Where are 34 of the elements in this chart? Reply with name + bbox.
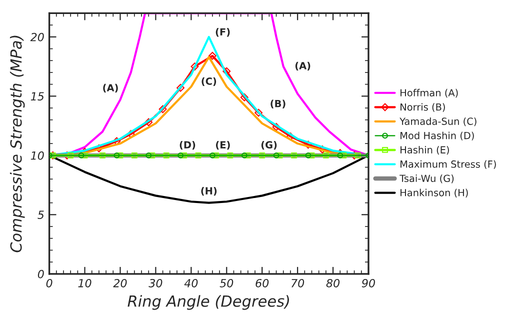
- y-tick-label: 15: [30, 92, 44, 101]
- annotation: (B): [270, 100, 286, 108]
- x-tick-label: 80: [326, 278, 340, 288]
- annotation: (A): [103, 84, 118, 93]
- legend-label: Hashin (E): [400, 146, 449, 155]
- annotation: (C): [202, 77, 216, 86]
- y-tick-label: 0: [38, 270, 44, 278]
- y-tick-label: 20: [30, 32, 44, 42]
- x-tick-label: 10: [78, 278, 92, 288]
- x-tick-label: 20: [113, 278, 127, 288]
- y-tick-label: 5: [38, 210, 44, 220]
- legend-label: Tsai-Wu (G): [400, 174, 454, 184]
- y-tick-label: 10: [30, 151, 44, 160]
- x-axis-title: Ring Angle (Degrees): [128, 295, 289, 310]
- legend-label: Norris (B): [400, 103, 445, 112]
- legend-label: Maximum Stress (F): [400, 160, 496, 169]
- legend-label: Yamada-Sun (C): [400, 117, 476, 126]
- annotation: (F): [216, 28, 230, 37]
- x-tick-label: 0: [46, 278, 52, 288]
- annotation: (E): [216, 140, 230, 150]
- x-tick-label: 70: [292, 278, 304, 288]
- x-tick-label: 60: [256, 278, 269, 288]
- annotation: (H): [201, 186, 217, 196]
- annotation: (D): [180, 140, 196, 150]
- legend-label: Hankinson (H): [400, 188, 468, 198]
- annotation: (A): [295, 62, 310, 70]
- legend-label: Mod Hashin (D): [400, 132, 474, 140]
- legend-label: Hoffman (A): [400, 88, 458, 98]
- y-axis-title: Compressive Strength (MPa): [10, 36, 25, 252]
- x-tick-label: 40: [184, 278, 198, 288]
- x-tick-label: 30: [148, 278, 162, 288]
- annotation: (G): [261, 140, 277, 150]
- x-tick-label: 90: [362, 278, 375, 288]
- x-tick-label: 50: [220, 278, 234, 288]
